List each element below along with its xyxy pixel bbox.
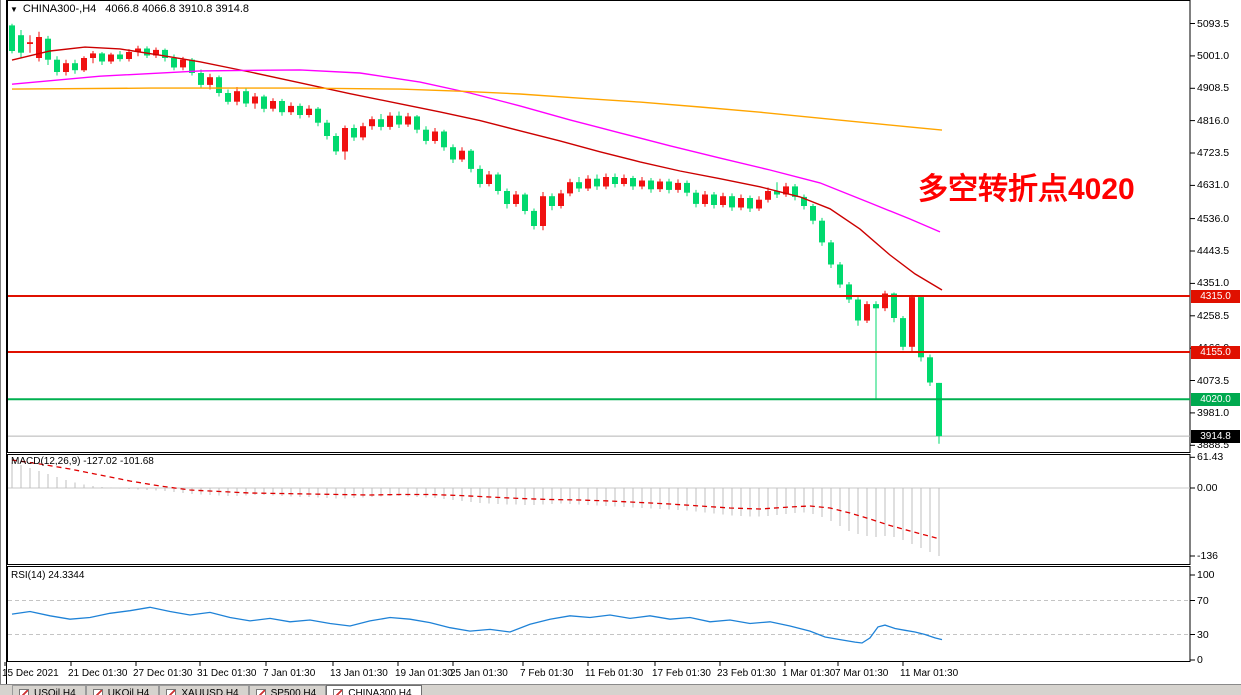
time-axis-label: 7 Jan 01:30 xyxy=(263,668,316,679)
macd-indicator-label: MACD(12,26,9) -127.02 -101.68 xyxy=(11,456,154,467)
window-frame xyxy=(0,0,7,684)
rsi-axis-label: 0 xyxy=(1197,654,1203,666)
chart-tab-label: SP500,H4 xyxy=(270,688,317,695)
rsi-axis-label: 100 xyxy=(1197,569,1215,581)
chart-tab-icon xyxy=(333,689,344,695)
text-annotation[interactable]: 多空转折点4020 xyxy=(918,173,1135,206)
time-axis-label: 25 Jan 01:30 xyxy=(450,668,508,679)
price-level-badge[interactable]: 4155.0 xyxy=(1191,345,1240,359)
macd-panel-frame xyxy=(7,454,1191,565)
price-axis-label: 4536.0 xyxy=(1197,212,1230,225)
chart-tab-icon xyxy=(255,689,266,695)
chart-tab-xauusd[interactable]: XAUUSD,H4 xyxy=(159,685,249,695)
rsi-level-lines xyxy=(8,600,1190,635)
time-axis-label: 7 Mar 01:30 xyxy=(835,668,889,679)
price-axis-label: 4073.5 xyxy=(1197,374,1230,387)
time-axis-label: 17 Feb 01:30 xyxy=(652,668,711,679)
price-panel-frame xyxy=(7,0,1191,453)
macd-histogram[interactable] xyxy=(11,462,940,556)
rsi-axis-label: 70 xyxy=(1197,594,1209,607)
price-axis-ticks[interactable] xyxy=(1190,23,1195,661)
chart-tab-label: USOil,H4 xyxy=(34,688,76,695)
time-axis-label: 7 Feb 01:30 xyxy=(520,668,574,679)
rsi-line[interactable] xyxy=(11,606,943,644)
chart-tab-sp500[interactable]: SP500,H4 xyxy=(248,685,327,695)
current-price-badge: 3914.8 xyxy=(1191,429,1240,443)
price-axis-label: 4723.5 xyxy=(1197,147,1230,160)
symbol-timeframe-label: CHINA300-,H4 xyxy=(22,3,97,15)
price-level-badge[interactable]: 4020.0 xyxy=(1191,392,1240,406)
rsi-axis-label: 30 xyxy=(1197,628,1209,641)
ma-medium-line xyxy=(11,69,941,233)
time-axis-label: 11 Mar 01:30 xyxy=(900,668,959,679)
chart-tab-usoil[interactable]: USOil,H4 xyxy=(12,685,86,695)
time-axis-label: 19 Jan 01:30 xyxy=(395,668,453,679)
macd-axis-label: -136 xyxy=(1197,550,1219,562)
price-axis-label: 4443.5 xyxy=(1197,245,1230,258)
price-axis-label: 4351.0 xyxy=(1197,277,1230,290)
candlesticks[interactable] xyxy=(9,23,942,444)
price-axis-label: 5001.0 xyxy=(1197,49,1230,62)
price-axis-label: 4631.0 xyxy=(1197,179,1230,192)
chart-tab-icon xyxy=(166,689,177,695)
chart-tab-icon xyxy=(92,689,103,695)
macd-axis-label: 0.00 xyxy=(1197,482,1218,494)
rsi-panel-frame xyxy=(7,566,1191,662)
ma-fast-line xyxy=(11,46,943,291)
time-axis-label: 1 Mar 01:30 xyxy=(782,668,836,679)
price-axis-label: 3981.0 xyxy=(1197,406,1230,419)
chart-tab-ukoil[interactable]: UKOil,H4 xyxy=(85,685,160,695)
price-axis-label: 4908.5 xyxy=(1197,82,1230,95)
chart-tab-label: XAUUSD,H4 xyxy=(181,688,239,695)
time-axis-label: 31 Dec 01:30 xyxy=(197,668,257,679)
time-axis-label: 27 Dec 01:30 xyxy=(133,668,193,679)
ohlc-values: 4066.8 4066.8 3910.8 3914.8 xyxy=(105,3,250,15)
chart-tab-icon xyxy=(19,689,29,695)
time-axis-ticks[interactable] xyxy=(4,662,904,666)
time-axis-label: 15 Dec 2021 xyxy=(2,668,59,679)
chart-title-row: ▼ CHINA300-,H4 4066.8 4066.8 3910.8 3914.8 xyxy=(10,3,249,15)
price-axis-label: 4816.0 xyxy=(1197,114,1230,127)
macd-signal-line xyxy=(11,459,941,540)
chart-tabs-bar[interactable]: USOil,H4 UKOil,H4 XAUUSD,H4 SP500,H4 CHINA30… xyxy=(0,684,1241,695)
chart-tab-china300[interactable]: CHINA300,H4 xyxy=(326,685,422,695)
price-level-badge[interactable]: 4315.0 xyxy=(1191,289,1240,303)
rsi-indicator-label: RSI(14) 24.3344 xyxy=(11,570,85,581)
macd-axis-label: 61.43 xyxy=(1197,451,1224,464)
price-axis-label: 4258.5 xyxy=(1197,309,1230,322)
ma-slow-line xyxy=(11,87,943,131)
time-axis-label: 23 Feb 01:30 xyxy=(717,668,776,679)
price-axis-label: 5093.5 xyxy=(1197,17,1230,30)
time-axis-label: 13 Jan 01:30 xyxy=(330,668,388,679)
chart-tab-label: CHINA300,H4 xyxy=(348,688,412,695)
time-axis-label: 11 Feb 01:30 xyxy=(585,668,644,679)
chart-tab-label: UKOil,H4 xyxy=(107,688,150,695)
time-axis-label: 21 Dec 01:30 xyxy=(68,668,128,679)
symbol-dropdown-icon[interactable]: ▼ xyxy=(10,5,18,14)
